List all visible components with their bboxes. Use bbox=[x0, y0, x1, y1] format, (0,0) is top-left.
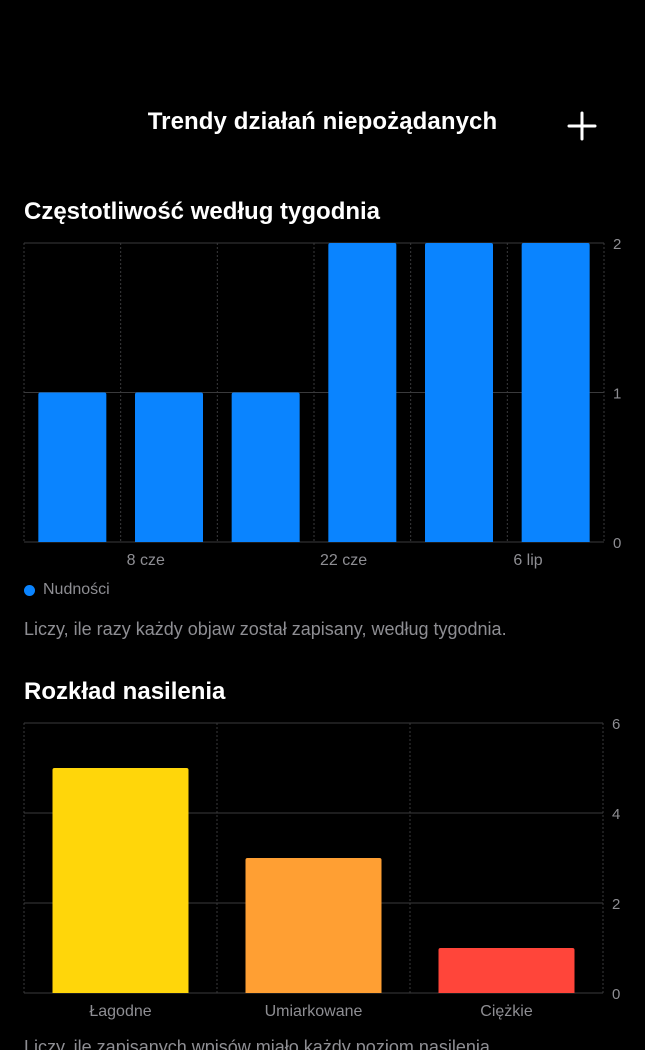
severity-caption: Liczy, ile zapisanych wpisów miało każdy… bbox=[24, 1037, 495, 1050]
frequency-legend: Nudności bbox=[24, 581, 110, 599]
bar bbox=[328, 243, 397, 542]
y-tick-label: 6 bbox=[612, 716, 620, 733]
x-tick-label: Ciężkie bbox=[480, 1003, 533, 1020]
legend-label: Nudności bbox=[43, 581, 110, 598]
bar bbox=[438, 948, 575, 993]
y-tick-label: 2 bbox=[613, 236, 621, 253]
bar bbox=[245, 858, 382, 993]
y-tick-label: 1 bbox=[613, 386, 621, 403]
bar bbox=[425, 243, 493, 542]
y-tick-label: 2 bbox=[612, 896, 620, 913]
y-tick-label: 0 bbox=[612, 986, 620, 1003]
legend-dot bbox=[24, 584, 35, 596]
x-tick-label: 8 cze bbox=[127, 552, 165, 569]
bar bbox=[231, 392, 300, 542]
nav-title: Trendy działań niepożądanych bbox=[147, 108, 498, 135]
frequency-chart-title: Częstotliwość według tygodnia bbox=[24, 198, 381, 225]
add-button[interactable] bbox=[562, 106, 602, 146]
frequency-chart: 0 1 2 8 cze 22 cze 6 lip bbox=[23, 236, 621, 569]
x-tick-label: Łagodne bbox=[89, 1003, 151, 1020]
x-tick-label: 6 lip bbox=[513, 552, 542, 569]
bar bbox=[135, 392, 203, 542]
bar bbox=[38, 392, 107, 542]
x-tick-label: Umiarkowane bbox=[265, 1003, 363, 1020]
x-tick-label: 22 cze bbox=[320, 552, 367, 569]
plus-icon bbox=[567, 111, 597, 141]
frequency-caption: Liczy, ile razy każdy objaw został zapis… bbox=[24, 619, 507, 639]
bar bbox=[521, 243, 590, 542]
y-tick-label: 4 bbox=[612, 806, 620, 823]
y-tick-label: 0 bbox=[613, 535, 621, 552]
severity-chart-title: Rozkład nasilenia bbox=[24, 678, 226, 705]
bar bbox=[52, 768, 189, 993]
